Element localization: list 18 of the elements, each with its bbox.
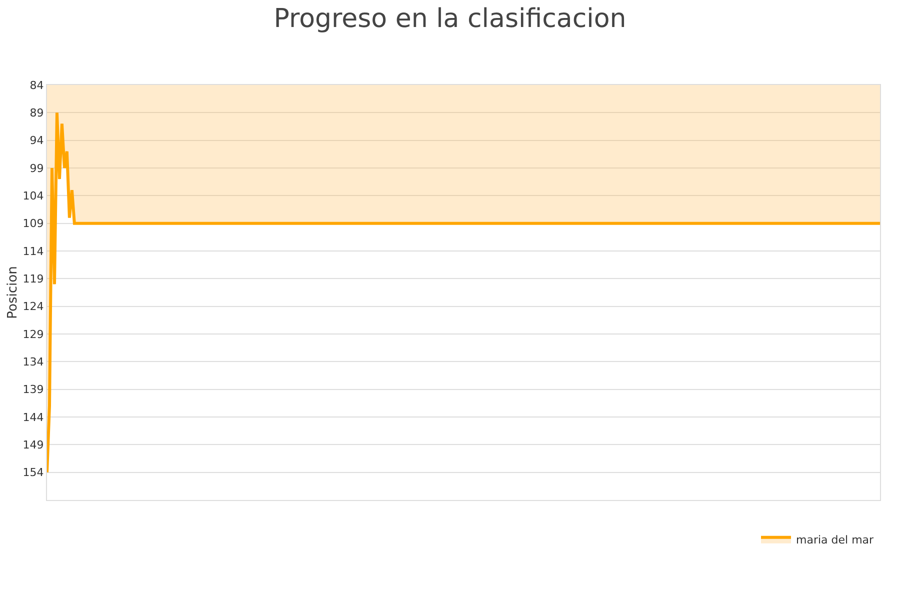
y-tick-label: 154	[22, 466, 44, 480]
y-tick-label: 119	[22, 272, 44, 286]
y-tick-label: 139	[22, 383, 44, 396]
y-tick-label: 114	[22, 244, 44, 258]
y-tick-label: 104	[22, 190, 44, 203]
y-axis-title: Posicion	[6, 266, 21, 319]
y-tick-label: 149	[22, 438, 44, 452]
y-tick-label: 89	[30, 106, 44, 120]
y-tick-label: 129	[22, 328, 44, 341]
chart-title: Progreso en la clasificacion	[274, 4, 626, 34]
y-tick-label: 134	[22, 356, 44, 369]
y-tick-label: 144	[22, 410, 44, 424]
y-tick-label: 84	[30, 78, 44, 92]
y-tick-label: 99	[30, 162, 44, 175]
y-tick-label: 109	[22, 217, 44, 230]
legend-label: maria del mar	[796, 534, 874, 547]
y-tick-label: 124	[22, 300, 44, 314]
y-tick-label: 94	[30, 134, 44, 148]
